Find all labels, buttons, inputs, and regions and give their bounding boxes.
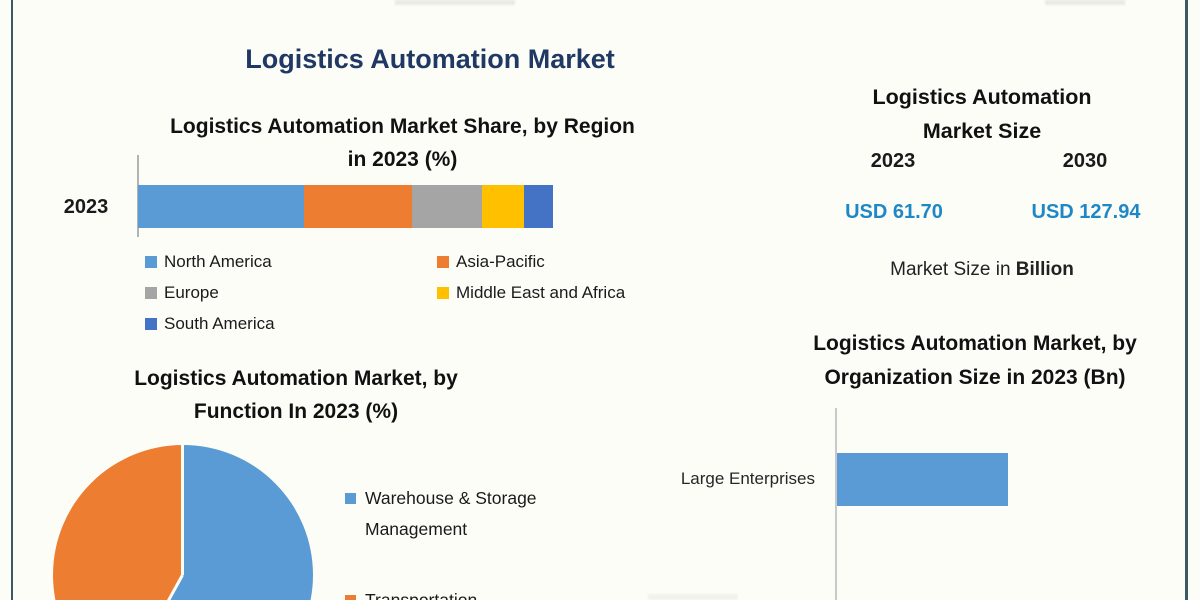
legend-item-north-america: North America bbox=[145, 252, 272, 272]
bar-segment-europe bbox=[411, 185, 483, 228]
function-chart-title-line2: Function In 2023 (%) bbox=[193, 400, 399, 423]
right-border-line bbox=[1185, 0, 1188, 600]
function-chart-title-line1: Logistics Automation Market, by bbox=[134, 367, 458, 390]
pie-legend-item-transportation: Transportation bbox=[345, 585, 575, 600]
legend-label: North America bbox=[164, 252, 272, 271]
left-border-line bbox=[11, 0, 13, 600]
region-stacked-bar bbox=[138, 185, 553, 228]
year-2023-label: 2023 bbox=[870, 150, 916, 172]
function-chart-title: Logistics Automation Market, by Function… bbox=[60, 362, 532, 428]
cropped-text-remnant-top-left bbox=[395, 0, 515, 5]
pie-legend-item-warehouse-storage: Warehouse & Storage Management bbox=[345, 483, 575, 545]
legend-label: South America bbox=[164, 314, 275, 333]
bar-segment-south-america bbox=[523, 185, 553, 228]
legend-item-asia-pacific: Asia-Pacific bbox=[437, 252, 545, 272]
pie-legend-swatch-warehouse-storage bbox=[345, 493, 356, 504]
legend-swatch-europe bbox=[145, 287, 157, 299]
org-axis-line bbox=[835, 408, 837, 600]
pie-legend-label: Warehouse & Storage Management bbox=[365, 488, 537, 539]
org-chart-title-line2: Organization Size in 2023 (Bn) bbox=[824, 366, 1126, 389]
org-chart-title-line1: Logistics Automation Market, by bbox=[813, 332, 1137, 355]
legend-label: Europe bbox=[164, 283, 219, 302]
org-category-label: Large Enterprises bbox=[680, 469, 815, 488]
legend-item-europe: Europe bbox=[145, 283, 219, 303]
region-row-label: 2023 bbox=[63, 196, 109, 218]
legend-swatch-south-america bbox=[145, 318, 157, 330]
year-2030-label: 2030 bbox=[1062, 150, 1108, 172]
bar-segment-asia-pacific bbox=[304, 185, 412, 228]
market-size-title-line2: Market Size bbox=[922, 119, 1042, 143]
region-chart-title-line2: in 2023 (%) bbox=[347, 148, 458, 171]
market-size-caption-regular: Market Size in bbox=[890, 259, 1016, 280]
market-size-title-line1: Logistics Automation bbox=[872, 85, 1092, 109]
region-chart-title: Logistics Automation Market Share, by Re… bbox=[110, 110, 695, 176]
legend-label: Asia-Pacific bbox=[456, 252, 545, 271]
legend-item-middle-east-africa: Middle East and Africa bbox=[437, 283, 625, 303]
cropped-text-remnant-top-right bbox=[1045, 0, 1125, 5]
legend-label: Middle East and Africa bbox=[456, 283, 626, 302]
legend-swatch-north-america bbox=[145, 256, 157, 268]
org-chart-title: Logistics Automation Market, by Organiza… bbox=[760, 327, 1190, 395]
market-size-2023-value: USD 61.70 bbox=[845, 201, 943, 223]
legend-item-south-america: South America bbox=[145, 314, 275, 334]
region-chart-title-line1: Logistics Automation Market Share, by Re… bbox=[170, 115, 635, 138]
market-size-title: Logistics Automation Market Size bbox=[782, 80, 1182, 148]
bar-segment-north-america bbox=[138, 185, 304, 228]
org-bar-large-enterprises bbox=[837, 453, 1008, 506]
page-title: Logistics Automation Market bbox=[245, 44, 615, 74]
pie-slice-divider bbox=[181, 445, 184, 575]
market-size-caption-bold: Billion bbox=[1015, 259, 1074, 280]
market-size-2030-value: USD 127.94 bbox=[1031, 201, 1141, 223]
bar-segment-middle-east-and-africa bbox=[482, 185, 524, 228]
legend-swatch-asia-pacific bbox=[437, 256, 449, 268]
market-size-caption: Market Size in Billion bbox=[782, 259, 1182, 281]
pie-legend-swatch-transportation bbox=[345, 595, 356, 600]
cropped-text-remnant-bottom bbox=[648, 594, 738, 600]
legend-swatch-middle-east-africa bbox=[437, 287, 449, 299]
pie-legend-label: Transportation bbox=[365, 590, 478, 600]
